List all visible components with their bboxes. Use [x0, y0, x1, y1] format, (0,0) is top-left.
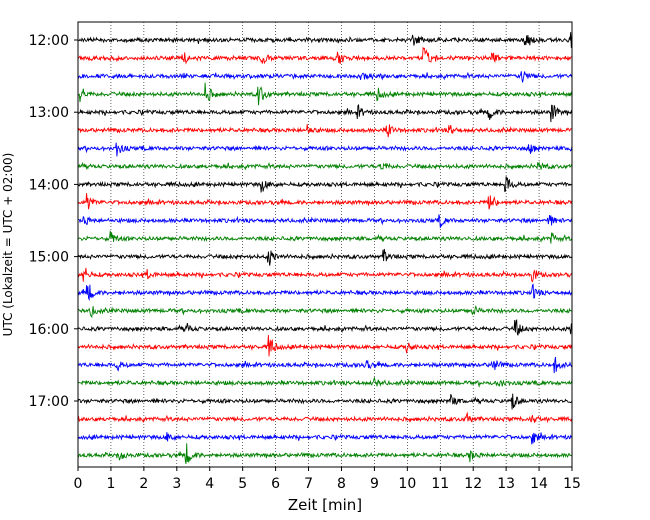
x-tick-label: 8 — [337, 476, 346, 492]
x-tick-label: 7 — [304, 476, 313, 492]
trace-1630 — [77, 356, 573, 374]
x-axis: 0 1 2 3 4 5 6 7 8 9 10 11 12 13 14 15 — [74, 467, 581, 492]
trace-1430 — [77, 214, 573, 228]
y-tick-label: 15:00 — [29, 250, 69, 266]
trace-1200 — [77, 32, 573, 48]
y-tick-label: 17:00 — [29, 394, 69, 410]
trace-1500 — [77, 248, 573, 266]
x-tick-label: 5 — [238, 476, 247, 492]
trace-1645 — [77, 377, 573, 388]
trace-1330 — [77, 142, 573, 157]
trace-1215 — [77, 46, 573, 65]
x-tick-label: 1 — [106, 476, 115, 492]
y-axis-label: UTC (Lokalzeit = UTC + 02:00) — [1, 153, 15, 337]
x-tick-label: 14 — [530, 476, 548, 492]
trace-1730 — [77, 432, 573, 445]
x-tick-label: 2 — [139, 476, 148, 492]
trace-1445 — [77, 230, 573, 244]
y-tick-label: 16:00 — [29, 322, 69, 338]
y-tick-label: 12:00 — [29, 33, 69, 49]
x-tick-label: 15 — [563, 476, 581, 492]
trace-1315 — [77, 124, 573, 138]
x-tick-label: 10 — [398, 476, 416, 492]
trace-1700 — [77, 393, 573, 410]
x-tick-label: 11 — [431, 476, 449, 492]
x-tick-label: 3 — [172, 476, 181, 492]
trace-1345 — [77, 161, 573, 171]
trace-1415 — [77, 193, 573, 210]
trace-1300 — [77, 103, 573, 123]
trace-1545 — [77, 304, 573, 318]
trace-1615 — [77, 334, 573, 357]
y-tick-label: 13:00 — [29, 105, 69, 121]
x-tick-label: 0 — [74, 476, 83, 492]
x-tick-label: 9 — [370, 476, 379, 492]
x-tick-label: 12 — [464, 476, 482, 492]
trace-1400 — [77, 176, 573, 193]
traces — [77, 32, 573, 465]
trace-1600 — [77, 318, 573, 336]
y-axis: 12:00 13:00 14:00 15:00 16:00 17:00 — [29, 33, 78, 410]
x-tick-label: 4 — [205, 476, 214, 492]
trace-1745 — [77, 443, 573, 465]
x-tick-label: 13 — [497, 476, 515, 492]
trace-1230 — [77, 71, 573, 83]
x-axis-label: Zeit [min] — [288, 496, 362, 514]
plot-frame — [77, 21, 573, 468]
trace-1715 — [77, 411, 573, 424]
grid — [110, 22, 540, 467]
y-tick-label: 14:00 — [29, 177, 69, 193]
trace-1530 — [77, 283, 573, 302]
trace-1515 — [77, 267, 573, 283]
x-tick-label: 6 — [271, 476, 280, 492]
trace-1245 — [77, 82, 573, 106]
